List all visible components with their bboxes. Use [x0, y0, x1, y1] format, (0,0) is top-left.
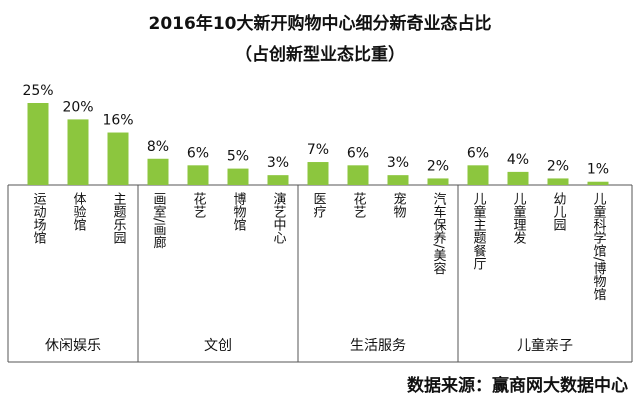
category-label: 医疗 [311, 192, 327, 218]
category-label: 博物馆 [231, 192, 247, 231]
bar [147, 158, 169, 185]
value-label: 4% [507, 152, 529, 168]
value-label: 3% [267, 155, 289, 171]
value-label: 7% [307, 142, 329, 158]
chart-subtitle: （占创新型业态比重） [235, 44, 405, 65]
bar [547, 178, 569, 185]
bar [107, 132, 129, 185]
group-label: 儿童亲子 [517, 337, 573, 354]
bar [187, 165, 209, 185]
bar [427, 178, 449, 185]
value-label: 3% [387, 155, 409, 171]
source: 数据来源：赢商网大数据中心 [407, 375, 628, 396]
value-label: 8% [147, 139, 169, 155]
category-label: 儿童主题餐厅 [471, 192, 487, 270]
category-label: 主题乐园 [111, 192, 127, 244]
value-label: 6% [467, 145, 489, 161]
category-label: 幼儿园 [551, 192, 567, 231]
category-label: 花艺 [191, 191, 207, 218]
category-label: 汽车保养/美容 [431, 192, 447, 276]
bar [267, 175, 289, 185]
value-label: 2% [547, 158, 569, 174]
bar [347, 165, 369, 185]
category-label: 宠物 [391, 191, 407, 219]
bar [227, 168, 249, 185]
category-label: 画室/画廊 [151, 192, 167, 249]
value-label: 2% [427, 158, 449, 174]
value-label: 20% [62, 99, 93, 115]
category-label: 儿童科学馆/博物馆 [591, 192, 607, 301]
category-label: 体验馆 [71, 192, 87, 231]
group-label: 生活服务 [350, 338, 406, 354]
value-label: 6% [187, 145, 209, 161]
group-label: 休闲娱乐 [45, 338, 101, 354]
value-label: 1% [587, 162, 609, 178]
bar [307, 162, 329, 185]
category-label: 花艺 [351, 191, 367, 218]
bar [467, 165, 489, 185]
bar [507, 171, 529, 185]
bar [587, 181, 609, 185]
category-label: 演艺中心 [271, 191, 287, 244]
value-label: 25% [22, 83, 53, 99]
value-label: 16% [102, 113, 133, 129]
value-label: 6% [347, 145, 369, 161]
bar [27, 103, 49, 185]
bar [387, 175, 409, 185]
value-label: 5% [227, 149, 249, 165]
category-label: 运动场馆 [31, 192, 47, 244]
chart-title: 2016年10大新开购物中心细分新奇业态占比 [149, 13, 492, 34]
category-label: 儿童理发 [511, 192, 527, 244]
bar [67, 119, 89, 185]
group-label: 文创 [204, 338, 232, 354]
